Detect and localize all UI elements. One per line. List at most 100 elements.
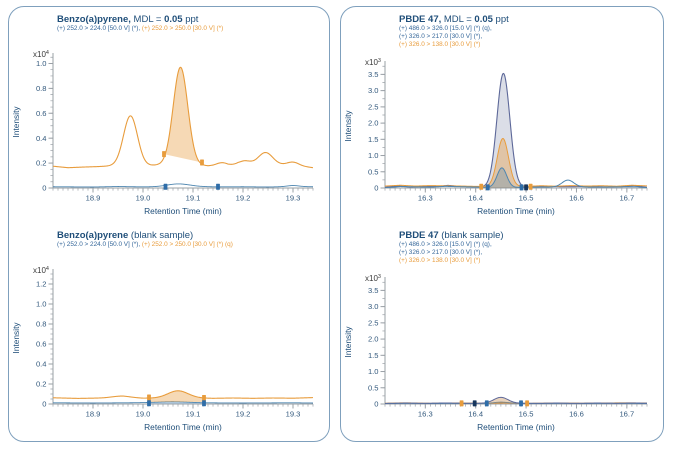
- svg-text:Retention Time (min): Retention Time (min): [144, 422, 222, 432]
- panel-transitions: (+) 252.0 > 224.0 [50.0 V] (*), (+) 252.…: [57, 25, 329, 33]
- title-part: 0.05: [164, 14, 183, 25]
- svg-text:1.5: 1.5: [368, 135, 379, 144]
- chromatogram-plot-benzoapyrene-blank: 18.9 19.0 19.1 19.2 19.3 0 0.2 0.4 0.6 0.8 1.0 1.2 x…: [11, 266, 314, 432]
- svg-text:Intensity: Intensity: [343, 110, 353, 142]
- panel-transitions: (+) 486.0 > 326.0 [15.0 V] (*) (q), (+) 3…: [399, 241, 663, 264]
- panel-header: Benzo(a)pyrene (blank sample) (+) 252.0 …: [9, 223, 329, 259]
- svg-text:0.6: 0.6: [36, 340, 47, 349]
- svg-text:19.2: 19.2: [236, 194, 251, 203]
- svg-text:2.5: 2.5: [368, 102, 379, 111]
- svg-text:1.2: 1.2: [36, 280, 47, 289]
- svg-text:19.1: 19.1: [186, 194, 201, 203]
- svg-text:19.1: 19.1: [186, 410, 201, 419]
- svg-text:Intensity: Intensity: [343, 326, 353, 358]
- panel-benzoapyrene-blank: Benzo(a)pyrene (blank sample) (+) 252.0 …: [9, 223, 329, 439]
- panel-pbde47-blank: PBDE 47 (blank sample) (+) 486.0 > 326.0…: [341, 223, 663, 439]
- svg-text:3.5: 3.5: [368, 286, 379, 295]
- svg-text:3.0: 3.0: [368, 302, 379, 311]
- transition-line: (+) 252.0 > 224.0 [50.0 V] (*), (+) 252.…: [57, 241, 233, 248]
- title-part: (blank sample): [438, 230, 504, 241]
- panel-transitions: (+) 486.0 > 326.0 [15.0 V] (*) (q), (+) 3…: [399, 25, 663, 48]
- svg-text:3.5: 3.5: [368, 70, 379, 79]
- svg-text:Retention Time (min): Retention Time (min): [477, 206, 555, 216]
- panel-header: PBDE 47 (blank sample) (+) 486.0 > 326.0…: [341, 223, 663, 267]
- title-part: PBDE 47: [399, 230, 439, 241]
- panel-header: PBDE 47, MDL = 0.05 ppt (+) 486.0 > 326.…: [341, 7, 663, 51]
- svg-text:16.4: 16.4: [468, 194, 483, 203]
- svg-text:19.3: 19.3: [286, 194, 301, 203]
- title-part: Benzo(a)pyrene,: [57, 14, 131, 25]
- card-benzoapyrene: Benzo(a)pyrene, MDL = 0.05 ppt (+) 252.0…: [8, 6, 330, 442]
- svg-text:2.0: 2.0: [368, 119, 379, 128]
- svg-text:2.5: 2.5: [368, 318, 379, 327]
- svg-text:0: 0: [374, 400, 378, 409]
- svg-text:16.7: 16.7: [619, 410, 634, 419]
- svg-text:0.2: 0.2: [36, 159, 47, 168]
- svg-text:19.0: 19.0: [136, 410, 151, 419]
- svg-text:0: 0: [42, 400, 46, 409]
- panel-title: PBDE 47 (blank sample): [399, 230, 663, 241]
- svg-text:19.3: 19.3: [286, 410, 301, 419]
- svg-text:16.7: 16.7: [619, 194, 634, 203]
- svg-text:Intensity: Intensity: [11, 322, 21, 354]
- svg-text:16.5: 16.5: [519, 410, 534, 419]
- svg-text:x104: x104: [33, 50, 49, 59]
- transition-line: (+) 326.0 > 217.0 [30.0 V] (*),: [399, 32, 483, 40]
- panel-benzoapyrene-sample: Benzo(a)pyrene, MDL = 0.05 ppt (+) 252.0…: [9, 7, 329, 223]
- panel-title: Benzo(a)pyrene (blank sample): [57, 230, 329, 241]
- chromatogram-plot-pbde47-sample: 16.3 16.4 16.5 16.6 16.7 0 0.5 1.0 1.5 2.0 2.5 3.0 3…: [343, 58, 648, 216]
- title-part: PBDE 47,: [399, 14, 442, 25]
- svg-text:0.2: 0.2: [36, 380, 47, 389]
- svg-text:1.0: 1.0: [368, 367, 379, 376]
- chromatogram-plot-benzoapyrene-sample: 18.9 19.0 19.1 19.2 19.3 0 0.2 0.4 0.6 0.8 1.0x104…: [11, 50, 314, 216]
- svg-text:x104: x104: [33, 266, 49, 275]
- svg-text:1.5: 1.5: [368, 351, 379, 360]
- svg-text:16.6: 16.6: [569, 194, 584, 203]
- svg-text:16.3: 16.3: [418, 410, 433, 419]
- svg-text:19.2: 19.2: [236, 410, 251, 419]
- panel-title: Benzo(a)pyrene, MDL = 0.05 ppt: [57, 14, 329, 25]
- chromatogram-plot-pbde47-blank: 16.3 16.4 16.5 16.6 16.7 0 0.5 1.0 1.5 2.0 2.5 3.0 3…: [343, 274, 648, 432]
- title-part: MDL =: [441, 14, 475, 25]
- svg-text:0.4: 0.4: [36, 134, 47, 143]
- svg-text:x103: x103: [365, 58, 381, 67]
- svg-text:19.0: 19.0: [136, 194, 151, 203]
- svg-text:18.9: 18.9: [86, 410, 101, 419]
- svg-text:0.5: 0.5: [368, 383, 379, 392]
- svg-text:Retention Time (min): Retention Time (min): [477, 422, 555, 432]
- panel-transitions: (+) 252.0 > 224.0 [50.0 V] (*), (+) 252.…: [57, 241, 329, 249]
- svg-text:18.9: 18.9: [86, 194, 101, 203]
- panel-header: Benzo(a)pyrene, MDL = 0.05 ppt (+) 252.0…: [9, 7, 329, 43]
- svg-text:16.4: 16.4: [468, 410, 483, 419]
- title-part: (blank sample): [128, 230, 194, 241]
- title-part: Benzo(a)pyrene: [57, 230, 129, 241]
- title-part: 0.05: [474, 14, 493, 25]
- svg-text:1.0: 1.0: [36, 300, 47, 309]
- svg-text:16.6: 16.6: [569, 410, 584, 419]
- svg-text:0.8: 0.8: [36, 320, 47, 329]
- svg-text:Intensity: Intensity: [11, 106, 21, 138]
- svg-text:x103: x103: [365, 274, 381, 283]
- svg-text:3.0: 3.0: [368, 86, 379, 95]
- svg-text:0: 0: [42, 184, 46, 193]
- card-pbde47: PBDE 47, MDL = 0.05 ppt (+) 486.0 > 326.…: [340, 6, 664, 442]
- title-part: ppt: [182, 14, 199, 25]
- svg-text:0.4: 0.4: [36, 360, 47, 369]
- transition-line: (+) 252.0 > 224.0 [50.0 V] (*), (+) 252.…: [57, 25, 224, 32]
- transition-line: (+) 326.0 > 138.0 [30.0 V] (*): [399, 40, 481, 48]
- title-part: MDL =: [130, 14, 165, 25]
- panel-pbde47-sample: PBDE 47, MDL = 0.05 ppt (+) 486.0 > 326.…: [341, 7, 663, 223]
- svg-text:16.3: 16.3: [418, 194, 433, 203]
- svg-text:0.6: 0.6: [36, 109, 47, 118]
- svg-text:1.0: 1.0: [368, 151, 379, 160]
- transition-line: (+) 326.0 > 217.0 [30.0 V] (*),: [399, 248, 483, 256]
- transition-line: (+) 486.0 > 326.0 [15.0 V] (*) (q),: [399, 241, 492, 248]
- panel-title: PBDE 47, MDL = 0.05 ppt: [399, 14, 663, 25]
- svg-text:Retention Time (min): Retention Time (min): [144, 206, 222, 216]
- svg-text:0.8: 0.8: [36, 84, 47, 93]
- svg-text:16.5: 16.5: [519, 194, 534, 203]
- svg-text:2.0: 2.0: [368, 335, 379, 344]
- svg-text:0.5: 0.5: [368, 167, 379, 176]
- transition-line: (+) 486.0 > 326.0 [15.0 V] (*) (q),: [399, 25, 492, 32]
